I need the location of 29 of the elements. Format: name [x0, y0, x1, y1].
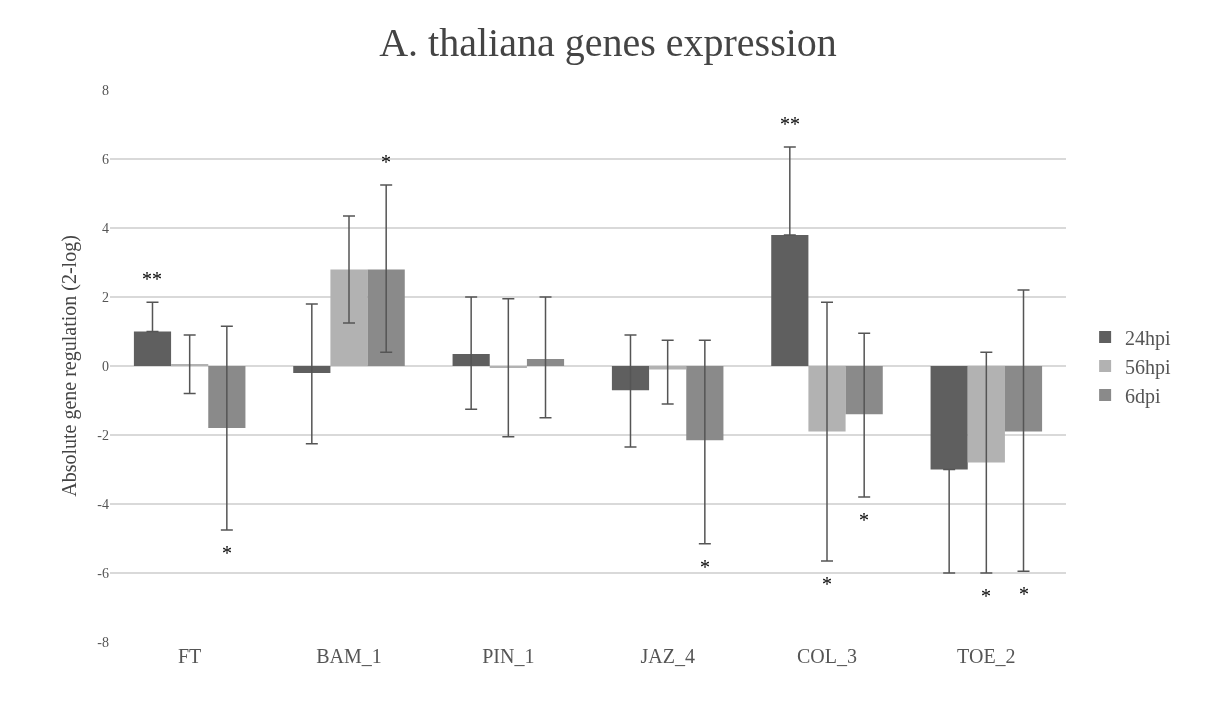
- y-tick-label: -6: [97, 565, 109, 581]
- x-tick-label: TOE_2: [957, 645, 1016, 667]
- annotation: *: [222, 542, 232, 564]
- y-axis-title: Absolute gene regulation (2-log): [57, 235, 81, 497]
- annotation: *: [981, 585, 991, 607]
- y-tick-label: -4: [97, 496, 109, 512]
- x-tick-label: FT: [178, 645, 202, 667]
- y-tick-label: 8: [102, 82, 109, 98]
- x-tick-label: COL_3: [797, 645, 857, 667]
- y-tick-label: 0: [102, 358, 109, 374]
- x-tick-label: JAZ_4: [640, 645, 695, 667]
- annotation: *: [700, 556, 710, 578]
- y-tick-label: 4: [102, 220, 109, 236]
- x-tick-label: PIN_1: [482, 645, 535, 667]
- legend-label: 6dpi: [1125, 384, 1162, 408]
- annotation: **: [780, 113, 800, 135]
- x-tick-label: BAM_1: [316, 645, 382, 667]
- y-tick-label: 2: [102, 289, 109, 305]
- chart-title: A. thaliana genes expression: [379, 20, 837, 66]
- annotation: **: [142, 268, 162, 290]
- annotation: *: [1019, 583, 1029, 605]
- legend-label: 24hpi: [1125, 326, 1172, 350]
- y-tick-label: 6: [102, 151, 109, 167]
- legend-label: 56hpi: [1125, 355, 1172, 379]
- annotation: *: [822, 573, 832, 595]
- annotation: *: [381, 151, 391, 173]
- annotation: *: [859, 509, 869, 531]
- y-tick-label: -2: [97, 427, 109, 443]
- y-tick-label: -8: [97, 634, 109, 650]
